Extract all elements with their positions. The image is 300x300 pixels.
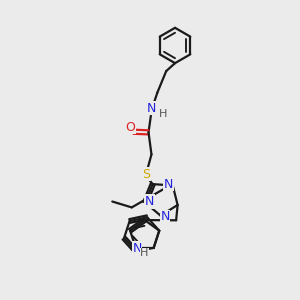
Text: N: N	[164, 178, 173, 190]
Text: H: H	[140, 248, 149, 258]
Text: S: S	[142, 168, 151, 181]
Text: H: H	[159, 109, 167, 119]
Text: N: N	[145, 195, 154, 208]
Text: N: N	[133, 242, 142, 255]
Text: N: N	[160, 210, 170, 223]
Text: O: O	[125, 121, 135, 134]
Text: N: N	[147, 102, 156, 115]
